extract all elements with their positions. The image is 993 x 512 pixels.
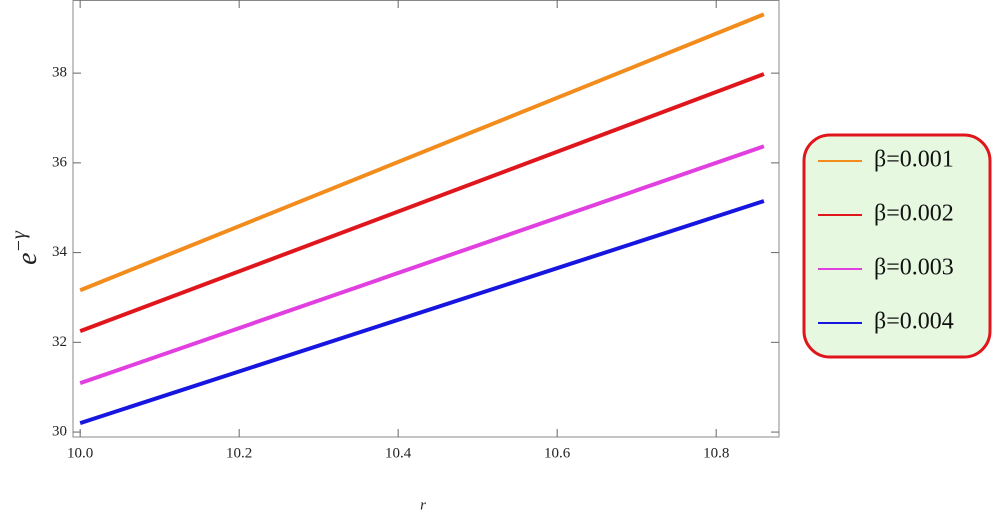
- plot-frame: [72, 0, 780, 438]
- series-line: [79, 199, 765, 425]
- y-tick-label: 30: [52, 424, 67, 440]
- y-label-base: e: [12, 252, 43, 264]
- legend-label: β=0.001: [874, 147, 954, 173]
- y-label-sup: −γ: [8, 230, 30, 252]
- y-tick-label: 34: [52, 244, 68, 260]
- y-tick-label: 32: [52, 334, 67, 350]
- y-tick-label: 36: [52, 154, 68, 170]
- x-axis-label: r: [420, 497, 426, 512]
- legend-box: [802, 133, 992, 359]
- legend-label: β=0.003: [874, 255, 954, 281]
- x-tick-label: 10.8: [703, 445, 729, 461]
- series-line: [79, 144, 765, 386]
- y-axis-label: e−γ: [8, 230, 44, 265]
- x-tick-label: 10.6: [544, 445, 571, 461]
- series-line: [79, 12, 765, 293]
- y-tick-label: 38: [52, 65, 67, 81]
- x-tick-label: 10.4: [385, 445, 412, 461]
- x-tick-label: 10.0: [67, 445, 93, 461]
- legend-label: β=0.002: [874, 201, 954, 227]
- legend-label: β=0.004: [874, 309, 954, 335]
- x-tick-label: 10.2: [226, 445, 252, 461]
- series-line: [79, 72, 765, 333]
